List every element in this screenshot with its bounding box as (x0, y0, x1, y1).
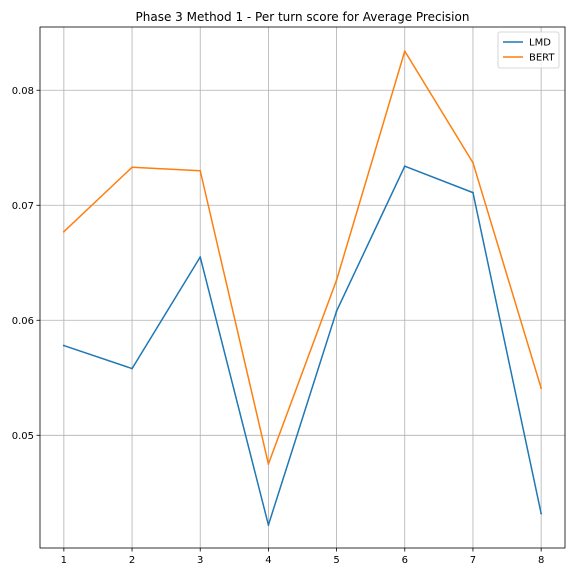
y-axis: 0.05 0.06 0.07 0.08 (12, 86, 40, 442)
x-tick-label: 4 (265, 555, 271, 566)
data-point-lmd (131, 367, 133, 370)
x-axis: 1 2 3 4 5 6 7 8 (61, 548, 544, 566)
data-point-lmd (540, 512, 543, 515)
y-tick-label: 0.05 (12, 431, 34, 442)
y-tick-label: 0.06 (12, 316, 34, 327)
data-point-bert (472, 161, 474, 164)
data-point-bert (62, 230, 65, 233)
y-tick-label: 0.08 (12, 86, 34, 97)
y-tick-label: 0.07 (12, 201, 34, 212)
data-point-bert (199, 169, 202, 172)
legend-label-bert: BERT (529, 53, 555, 64)
x-tick-label: 8 (538, 555, 544, 566)
x-tick-label: 7 (470, 555, 476, 566)
data-point-lmd (335, 310, 338, 312)
data-point-bert (540, 387, 543, 390)
data-point-lmd (199, 256, 202, 258)
data-point-bert (131, 166, 133, 169)
series-lines (62, 50, 543, 526)
x-tick-label: 3 (197, 555, 203, 566)
data-point-lmd (472, 191, 474, 194)
chart-title: Phase 3 Method 1 - Per turn score for Av… (136, 10, 470, 24)
data-point-bert (267, 463, 270, 465)
legend-label-lmd: LMD (529, 38, 551, 49)
x-tick-label: 6 (402, 555, 408, 566)
axes-frame (39, 26, 566, 549)
x-tick-label: 5 (333, 555, 339, 566)
data-point-lmd (403, 165, 406, 168)
data-point-lmd (267, 524, 270, 526)
legend-box (497, 31, 560, 69)
x-tick-label: 1 (61, 555, 67, 566)
data-point-bert (403, 50, 406, 53)
legend: LMD BERT (497, 31, 560, 69)
series-line-lmd (62, 165, 543, 526)
series-line-bert (62, 50, 543, 465)
data-point-lmd (62, 344, 65, 347)
grid-lines (40, 27, 565, 548)
x-tick-label: 2 (129, 555, 135, 566)
data-point-bert (335, 279, 338, 281)
